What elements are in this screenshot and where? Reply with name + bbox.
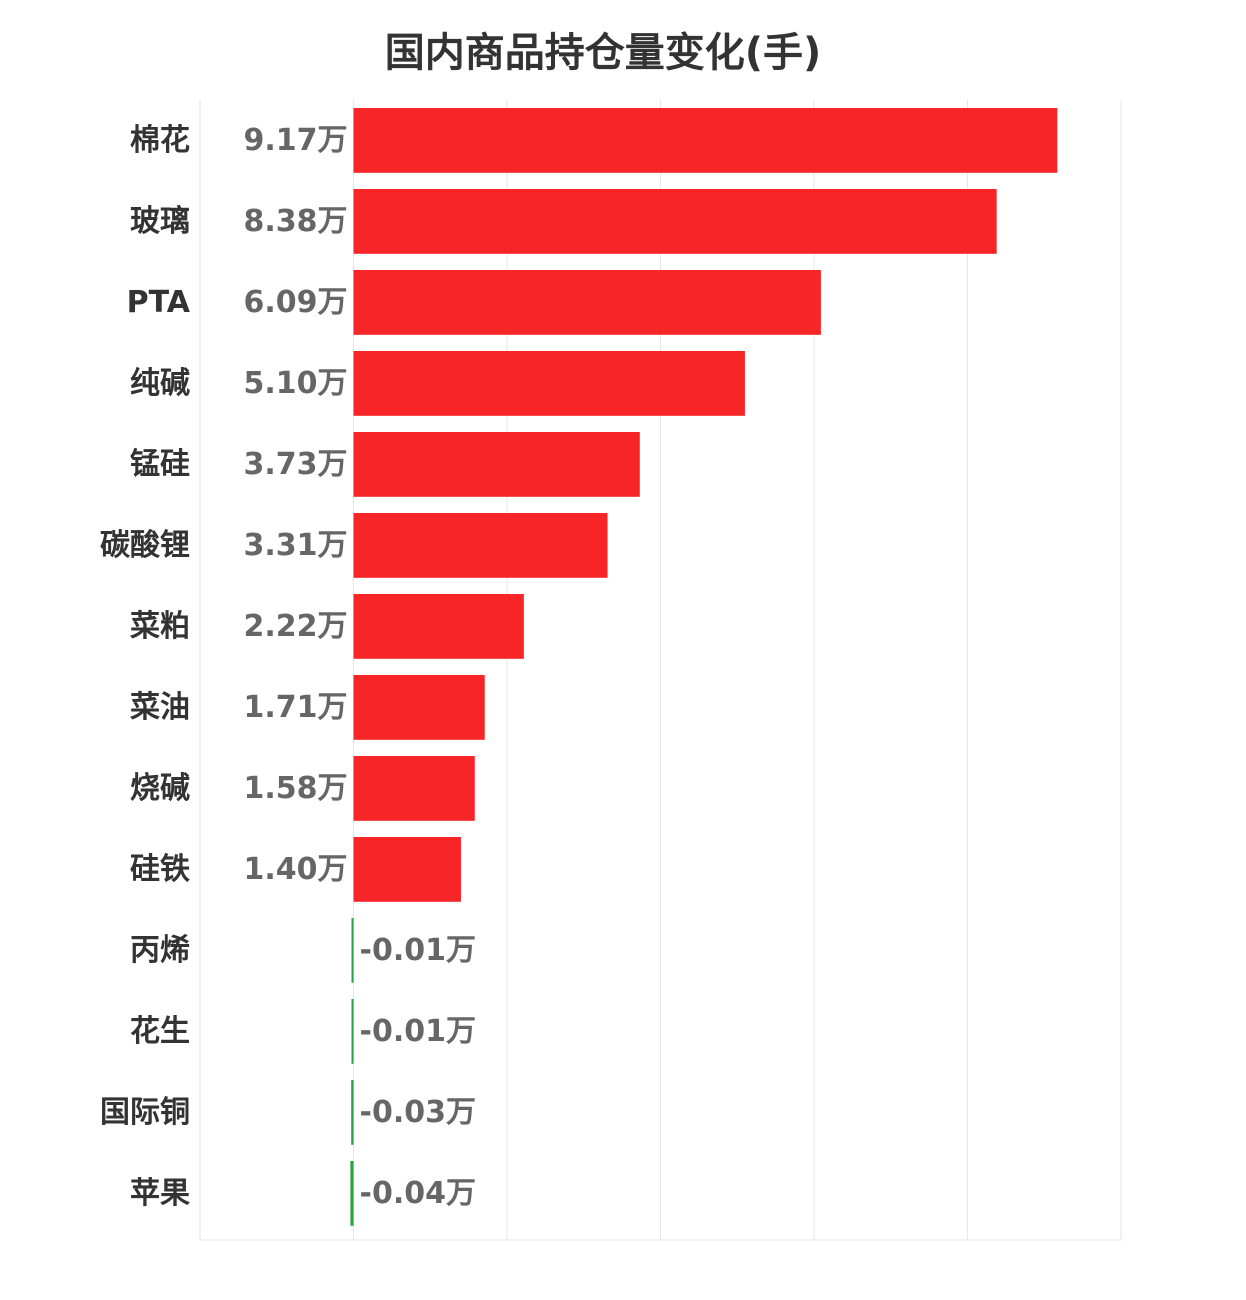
bar	[353, 432, 640, 497]
bar	[353, 108, 1058, 173]
category-label: 烧碱	[130, 771, 190, 806]
bar	[353, 756, 475, 821]
bar	[353, 675, 485, 740]
bars	[350, 108, 1058, 1226]
data-label: 8.38万	[243, 204, 347, 239]
category-label: 国际铜	[100, 1095, 190, 1130]
category-label: 玻璃	[130, 204, 190, 239]
bar	[353, 513, 608, 578]
bar	[351, 1080, 354, 1145]
category-label: 碳酸锂	[100, 528, 190, 563]
category-label: 锰硅	[130, 447, 190, 482]
data-label: 6.09万	[243, 285, 347, 320]
data-label: 3.31万	[243, 528, 347, 563]
bar	[353, 594, 524, 659]
data-label: 1.40万	[243, 852, 347, 887]
category-label: 花生	[130, 1014, 190, 1049]
category-label: 纯碱	[130, 366, 190, 401]
bar	[351, 918, 354, 983]
data-label: 9.17万	[243, 123, 347, 158]
data-label: 2.22万	[243, 609, 347, 644]
bar	[353, 189, 997, 254]
category-label: 苹果	[130, 1176, 190, 1211]
bar	[350, 1161, 354, 1226]
category-label: 棉花	[130, 123, 190, 158]
data-label: 5.10万	[243, 366, 347, 401]
category-label: 菜油	[130, 690, 190, 725]
data-label: -0.01万	[360, 933, 476, 968]
data-label: 1.71万	[243, 690, 347, 725]
category-label: 菜粕	[130, 609, 190, 644]
data-label: -0.04万	[360, 1176, 476, 1211]
category-label: 丙烯	[130, 933, 190, 968]
bar	[353, 837, 461, 902]
data-label: 3.73万	[243, 447, 347, 482]
category-label: 硅铁	[130, 852, 190, 887]
data-label: 1.58万	[243, 771, 347, 806]
category-label: PTA	[127, 285, 191, 320]
bar	[353, 270, 821, 335]
bar	[351, 999, 354, 1064]
bar	[353, 351, 745, 416]
chart-title: 国内商品持仓量变化(手)	[384, 30, 822, 76]
data-label: -0.03万	[360, 1095, 476, 1130]
data-label: -0.01万	[360, 1014, 476, 1049]
